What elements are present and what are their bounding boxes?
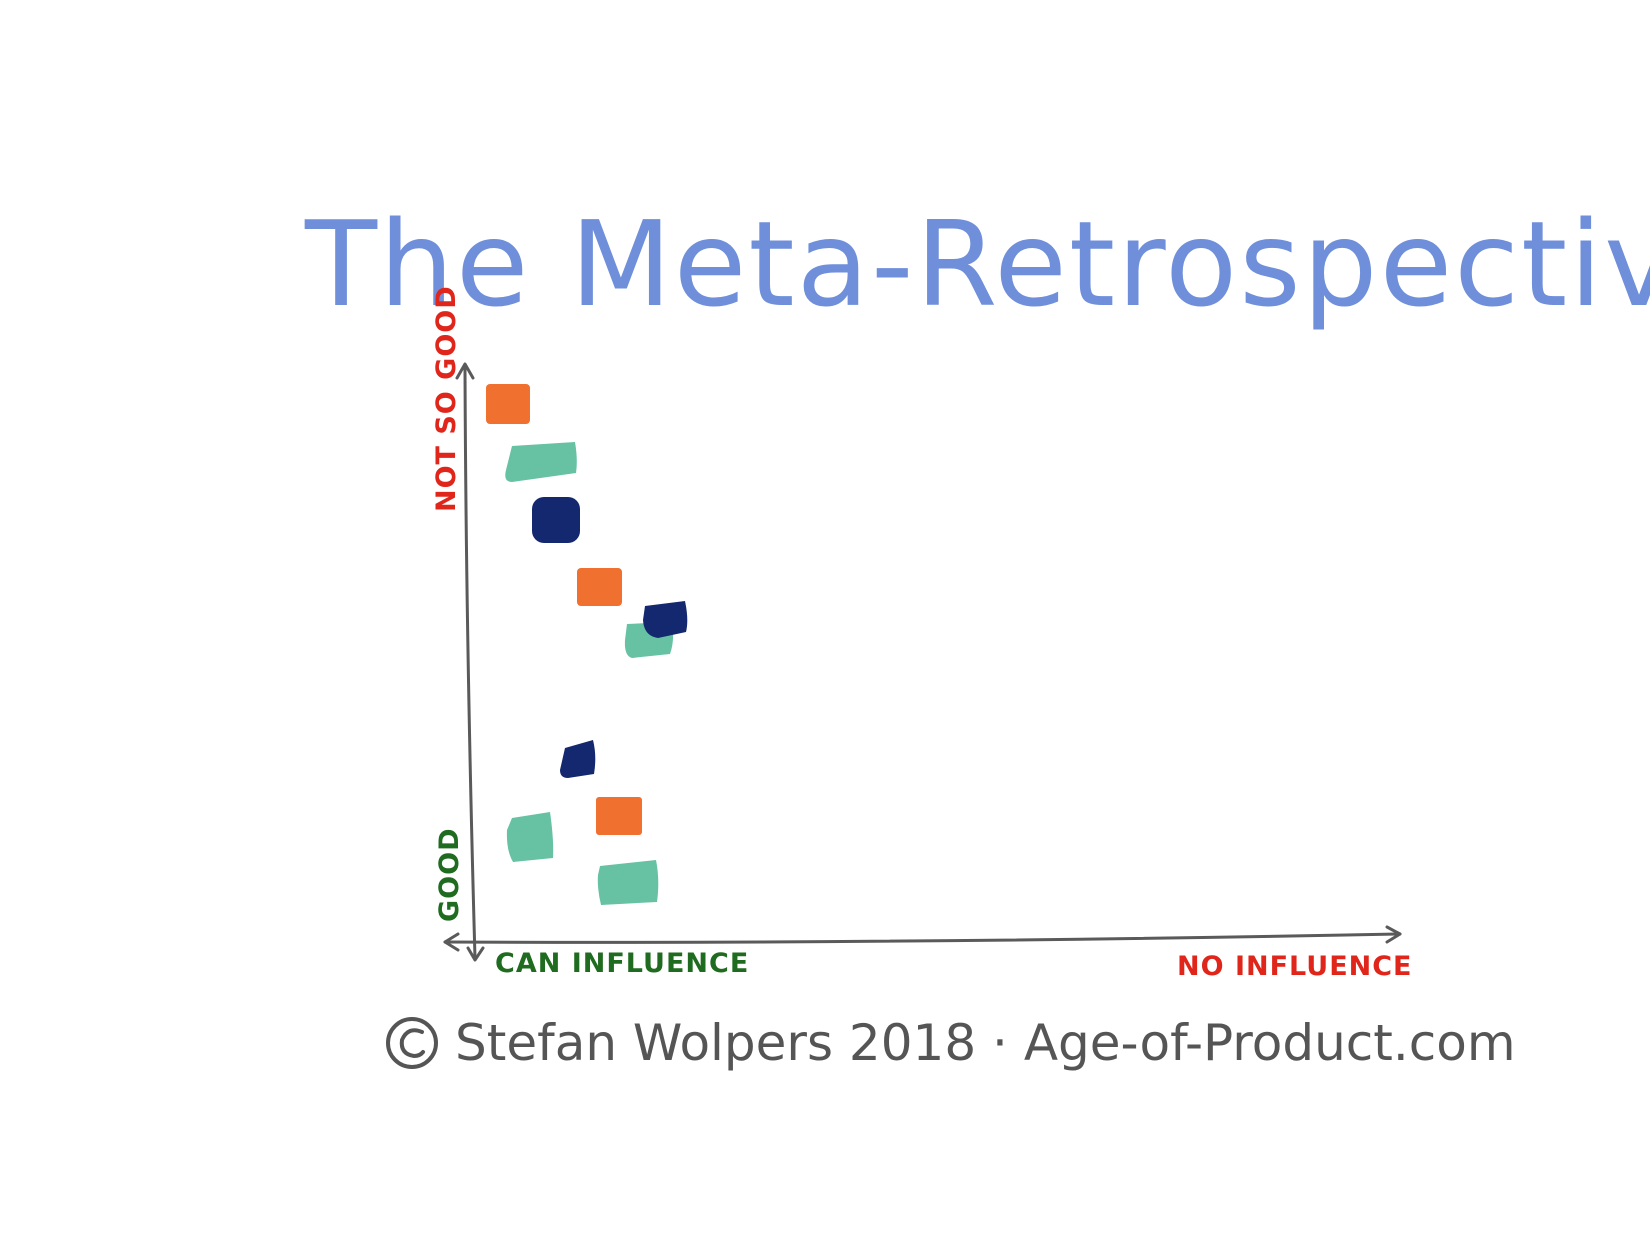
sticky-note-orange (486, 384, 530, 424)
x-axis-left-label: CAN INFLUENCE (495, 948, 749, 979)
sticky-note-navy (643, 601, 688, 638)
x-axis-right-label: NO INFLUENCE (1177, 951, 1413, 982)
x-axis-line (443, 932, 1402, 944)
page-title: The Meta-Retrospective (304, 195, 1650, 333)
sticky-note-teal (597, 860, 659, 905)
y-axis-bottom-arrow-icon (466, 946, 485, 962)
y-axis-top-arrow-icon (455, 362, 475, 380)
sticky-note-teal (505, 442, 577, 482)
x-axis-right-arrow-icon (1385, 925, 1402, 944)
sticky-note-navy (532, 497, 580, 543)
y-axis-bottom-label: GOOD (434, 828, 465, 922)
sticky-note-navy (560, 740, 596, 778)
copyright-circle-icon (386, 1017, 438, 1069)
y-axis-line (463, 366, 477, 960)
copyright-footer: © Stefan Wolpers 2018 · Age-of-Product.c… (386, 1014, 1516, 1072)
sticky-note-orange (596, 797, 642, 835)
sticky-notes (486, 384, 688, 905)
x-axis (443, 925, 1402, 952)
sticky-note-orange (577, 568, 622, 606)
x-axis-left-arrow-icon (443, 932, 460, 952)
y-axis-top-label: NOT SO GOOD (431, 285, 462, 512)
footer-attribution: Stefan Wolpers 2018 · Age-of-Product.com (455, 1014, 1516, 1072)
copyright-c-glyph (399, 1028, 425, 1059)
sticky-note-teal (506, 812, 554, 862)
y-axis (455, 362, 485, 962)
